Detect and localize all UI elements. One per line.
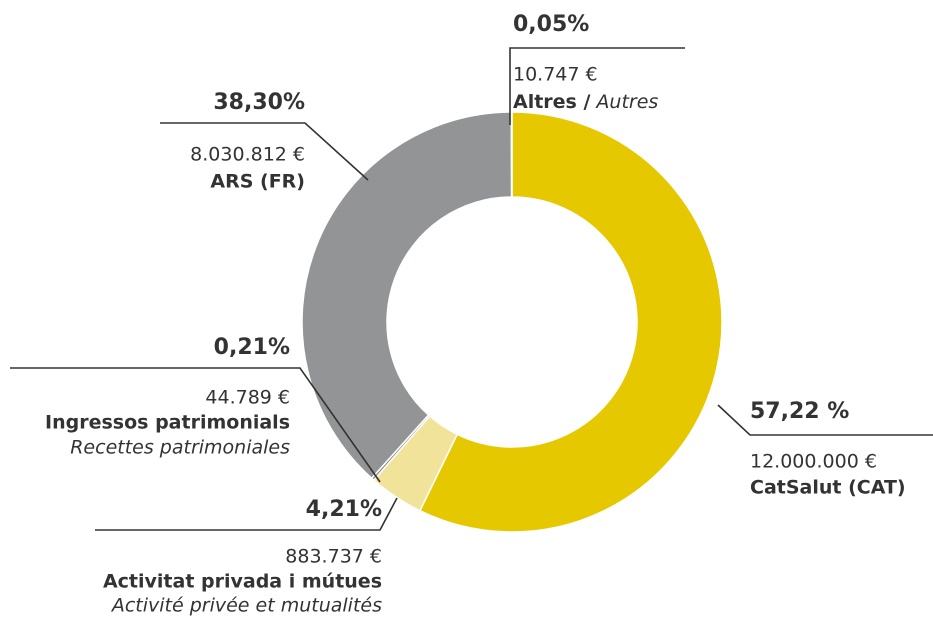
amount-label: 8.030.812 € (190, 144, 305, 166)
category-name: CatSalut (CAT) (750, 477, 906, 499)
leader-line (509, 47, 685, 125)
category-name: Altres / (513, 91, 590, 113)
amount-label: 883.737 € (285, 546, 382, 568)
amount-label: 10.747 € (513, 64, 598, 86)
category-name-fr: Recettes patrimoniales (70, 437, 290, 459)
percent-label: 0,05% (513, 12, 589, 37)
leader-line (10, 367, 381, 483)
category-name: Activitat privada i mútues (103, 571, 382, 593)
percent-label: 38,30% (213, 90, 305, 115)
category-name-fr: Activité privée et mutualités (110, 595, 382, 617)
leader-line (717, 404, 933, 436)
percent-label: 4,21% (306, 497, 382, 522)
slice (418, 111, 723, 533)
slice (510, 111, 513, 198)
amount-label: 44.789 € (205, 387, 290, 409)
category-name: Ingressos patrimonials (45, 412, 290, 434)
leader-line (160, 122, 369, 181)
percent-label: 57,22 % (750, 399, 849, 424)
category-name: ARS (FR) (210, 171, 305, 193)
category-label: Altres / Autres (513, 91, 658, 113)
category-name-fr: Autres (594, 91, 658, 113)
leader-line (95, 497, 398, 531)
percent-label: 0,21% (214, 335, 290, 360)
slice (301, 111, 513, 480)
amount-label: 12.000.000 € (750, 451, 877, 473)
